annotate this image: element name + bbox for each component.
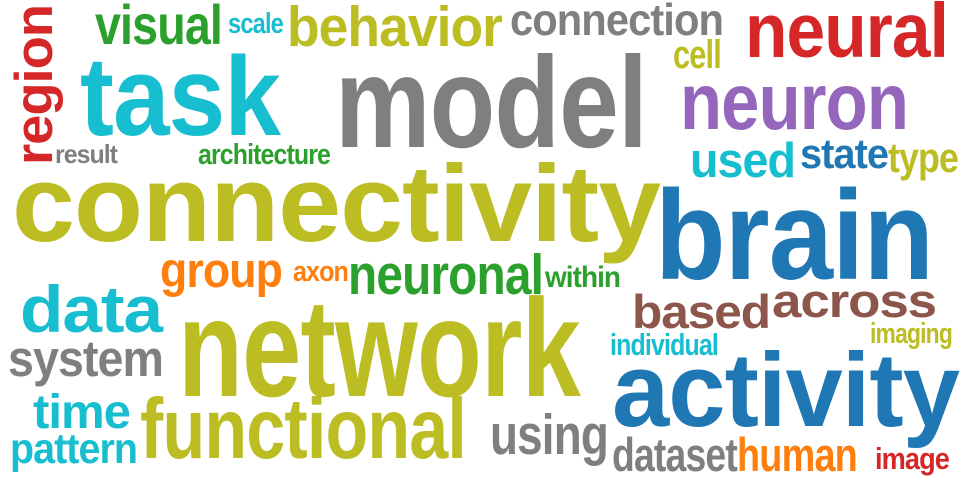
word-connection: connection — [510, 0, 724, 46]
word-visual: visual — [95, 0, 223, 56]
word-brain: brain — [655, 164, 934, 307]
word-group: group — [160, 242, 283, 299]
word-task: task — [80, 34, 281, 160]
word-pattern: pattern — [10, 425, 138, 473]
word-human: human — [737, 429, 858, 480]
word-using: using — [490, 404, 609, 468]
word-used: used — [690, 132, 796, 189]
word-based: based — [632, 286, 771, 340]
word-neuron: neuron — [680, 56, 909, 147]
word-activity: activity — [612, 331, 960, 449]
word-across: across — [772, 275, 937, 329]
word-functional: functional — [140, 382, 467, 478]
word-state: state — [800, 130, 889, 177]
word-system: system — [8, 329, 164, 387]
word-within: within — [545, 260, 621, 294]
word-connectivity: connectivity — [12, 144, 661, 266]
word-region: region — [5, 4, 64, 165]
word-network: network — [178, 269, 581, 426]
word-data: data — [20, 272, 163, 347]
word-dataset: dataset — [612, 429, 738, 480]
word-axon: axon — [293, 255, 349, 288]
word-cell: cell — [673, 31, 722, 77]
word-result: result — [55, 138, 118, 169]
word-model: model — [335, 28, 648, 175]
word-neural: neural — [745, 0, 949, 74]
word-individual: individual — [610, 326, 719, 362]
word-neuronal: neuronal — [348, 244, 544, 308]
word-imaging: imaging — [870, 317, 953, 350]
word-image: image — [875, 440, 950, 476]
word-behavior: behavior — [287, 0, 503, 60]
word-scale: scale — [228, 7, 284, 40]
word-type: type — [888, 134, 959, 181]
word-architecture: architecture — [198, 138, 331, 171]
word-time: time — [33, 385, 131, 440]
